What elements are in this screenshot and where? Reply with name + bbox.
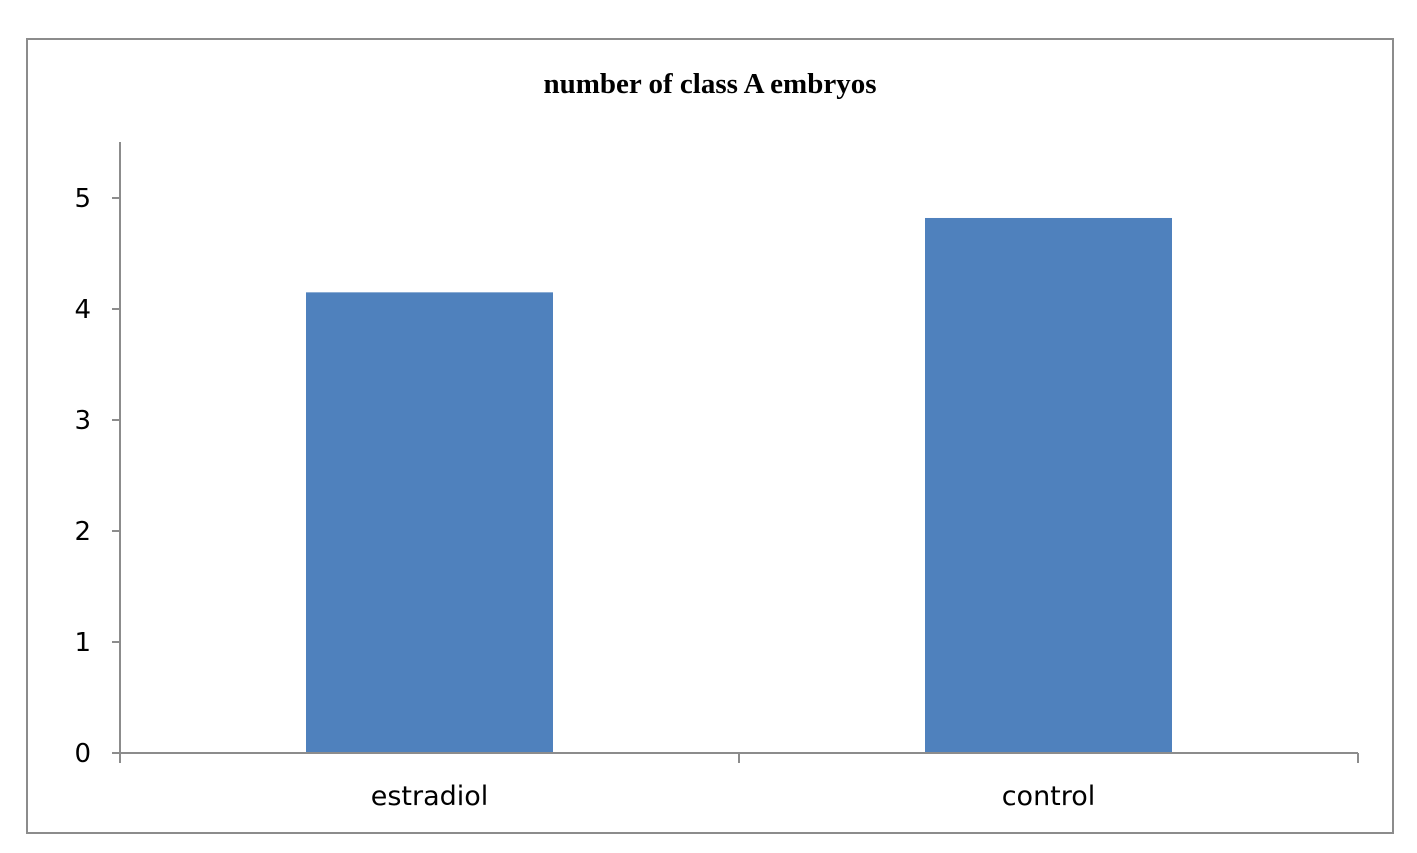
bar-control — [925, 217, 1172, 754]
bars — [306, 217, 1172, 754]
y-tick-label: 1 — [74, 628, 91, 658]
x-category-label: control — [1002, 781, 1096, 812]
y-tick-label: 0 — [74, 739, 91, 769]
x-axis-labels: estradiol control — [371, 781, 1096, 812]
y-tick-label: 3 — [74, 406, 91, 436]
y-axis-ticks: 0 1 2 3 4 5 — [74, 184, 120, 769]
x-category-label: estradiol — [371, 781, 489, 812]
y-tick-label: 5 — [74, 184, 91, 214]
y-tick-label: 4 — [74, 295, 91, 325]
axes — [119, 142, 1359, 763]
y-tick-label: 2 — [74, 517, 91, 547]
chart-title: number of class A embryos — [544, 68, 877, 100]
bar-estradiol — [306, 292, 553, 753]
